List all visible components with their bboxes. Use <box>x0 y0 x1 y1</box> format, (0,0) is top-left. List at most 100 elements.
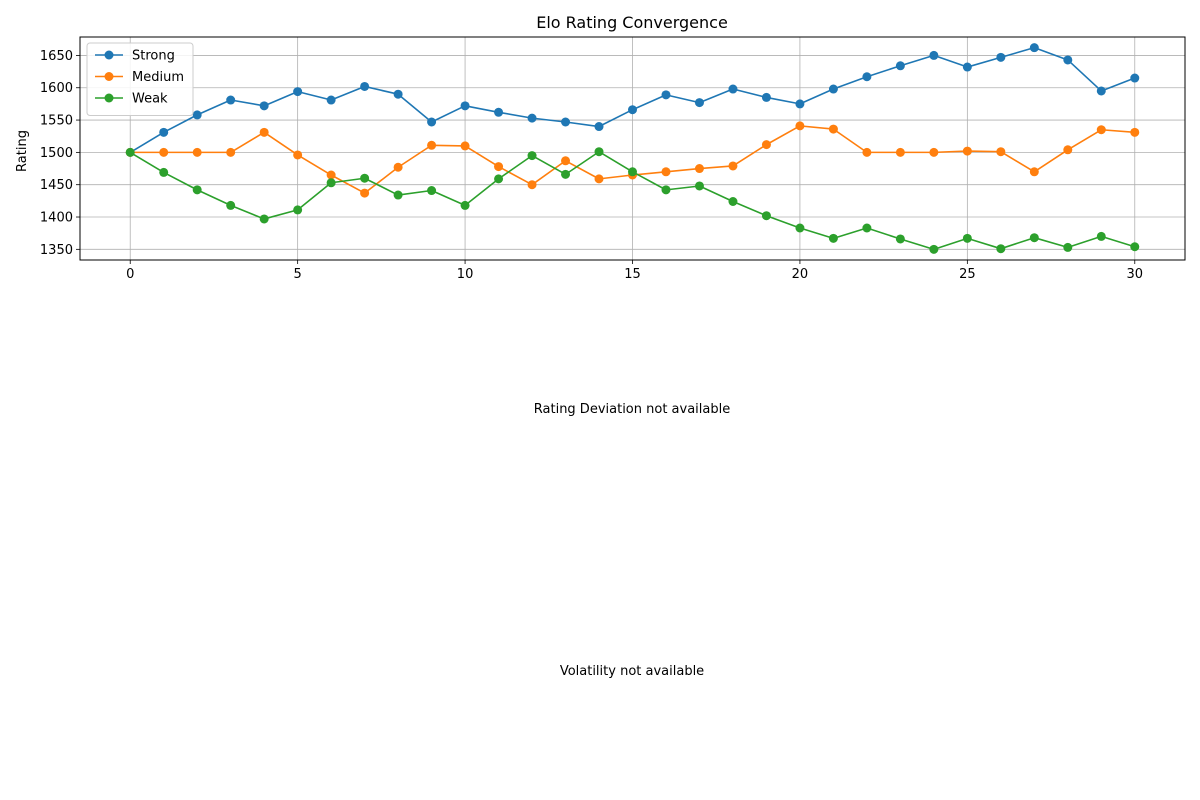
x-tick-label: 15 <box>624 267 641 282</box>
data-point-strong <box>393 89 403 99</box>
data-point-medium <box>795 121 805 131</box>
data-point-weak <box>694 181 704 191</box>
data-point-medium <box>460 141 470 151</box>
data-point-medium <box>862 147 872 157</box>
plot-area-frame <box>79 36 1186 261</box>
data-point-strong <box>427 117 437 127</box>
data-point-strong <box>561 117 571 127</box>
data-point-weak <box>929 244 939 254</box>
data-point-strong <box>795 99 805 109</box>
data-point-medium <box>226 147 236 157</box>
x-tick-label: 30 <box>1126 267 1143 282</box>
data-point-weak <box>828 233 838 243</box>
data-point-medium <box>1029 167 1039 177</box>
data-point-strong <box>460 101 470 111</box>
data-point-weak <box>561 169 571 179</box>
data-point-weak <box>527 151 537 161</box>
data-point-strong <box>360 81 370 91</box>
data-point-medium <box>159 147 169 157</box>
data-point-strong <box>226 95 236 105</box>
data-point-strong <box>594 122 604 132</box>
legend-label-medium: Medium <box>132 70 184 85</box>
legend-label-weak: Weak <box>132 92 168 107</box>
data-point-strong <box>828 84 838 94</box>
data-point-weak <box>728 197 738 207</box>
data-point-strong <box>527 113 537 123</box>
data-point-weak <box>259 214 269 224</box>
series-strong <box>125 43 1140 157</box>
data-point-weak <box>795 223 805 233</box>
data-point-weak <box>427 186 437 196</box>
data-point-weak <box>125 147 135 157</box>
data-point-weak <box>996 244 1006 254</box>
x-tick-label: 10 <box>457 267 474 282</box>
data-point-weak <box>962 233 972 243</box>
data-point-medium <box>192 147 202 157</box>
chart-title: Elo Rating Convergence <box>536 13 728 32</box>
y-tick-label: 1450 <box>40 178 73 193</box>
data-point-weak <box>494 174 504 184</box>
series-weak <box>125 147 1140 254</box>
data-point-medium <box>427 140 437 150</box>
data-point-strong <box>661 90 671 100</box>
data-point-strong <box>1063 55 1073 65</box>
legend-marker-medium <box>104 72 114 81</box>
data-point-medium <box>728 161 738 171</box>
y-tick-label: 1600 <box>40 81 73 96</box>
data-point-medium <box>561 156 571 166</box>
data-point-medium <box>694 164 704 174</box>
data-point-weak <box>1130 242 1140 252</box>
data-point-weak <box>159 167 169 177</box>
data-point-weak <box>360 173 370 183</box>
data-point-weak <box>1096 231 1106 241</box>
data-point-medium <box>393 162 403 172</box>
legend-marker-weak <box>104 93 114 103</box>
y-tick-label: 1400 <box>40 211 73 226</box>
y-tick-label: 1550 <box>40 114 73 129</box>
data-point-weak <box>661 185 671 195</box>
series-lines <box>125 43 1140 254</box>
y-tick-label: 1650 <box>40 49 73 64</box>
data-point-medium <box>1130 127 1140 137</box>
data-point-strong <box>1130 73 1140 83</box>
data-point-weak <box>1029 233 1039 243</box>
legend: Strong Medium Weak <box>86 42 194 116</box>
x-tick-label: 5 <box>294 267 302 282</box>
data-point-medium <box>494 162 504 172</box>
data-point-weak <box>293 205 303 215</box>
data-point-strong <box>996 52 1006 62</box>
data-point-strong <box>259 101 269 111</box>
x-tick-label: 20 <box>792 267 809 282</box>
x-tick-label: 0 <box>126 267 134 282</box>
y-axis-label: Rating <box>15 130 30 172</box>
data-point-weak <box>460 200 470 210</box>
data-point-medium <box>259 127 269 137</box>
x-tick-label: 25 <box>959 267 976 282</box>
data-point-weak <box>192 185 202 195</box>
data-point-medium <box>661 167 671 177</box>
data-point-medium <box>594 174 604 184</box>
data-point-strong <box>1029 43 1039 53</box>
data-point-medium <box>929 147 939 157</box>
rating-deviation-message: Rating Deviation not available <box>533 402 731 417</box>
data-point-medium <box>996 147 1006 157</box>
data-point-strong <box>494 107 504 117</box>
data-point-weak <box>761 211 771 221</box>
data-point-strong <box>929 50 939 60</box>
data-point-medium <box>360 188 370 198</box>
data-point-weak <box>226 200 236 210</box>
data-point-strong <box>862 72 872 82</box>
data-point-weak <box>628 167 637 177</box>
data-point-medium <box>1096 125 1106 135</box>
data-point-medium <box>1063 145 1073 155</box>
axis-ticks: 0 5 10 15 20 25 30 1350 1400 1450 1500 1550 1600 1650 <box>40 49 1143 282</box>
data-point-strong <box>628 105 637 115</box>
data-point-weak <box>594 147 604 157</box>
data-point-strong <box>159 127 169 137</box>
data-point-strong <box>293 87 303 97</box>
data-point-strong <box>761 92 771 102</box>
data-point-strong <box>694 98 704 108</box>
data-point-strong <box>728 84 738 94</box>
data-point-medium <box>895 147 905 157</box>
volatility-message: Volatility not available <box>559 664 705 679</box>
